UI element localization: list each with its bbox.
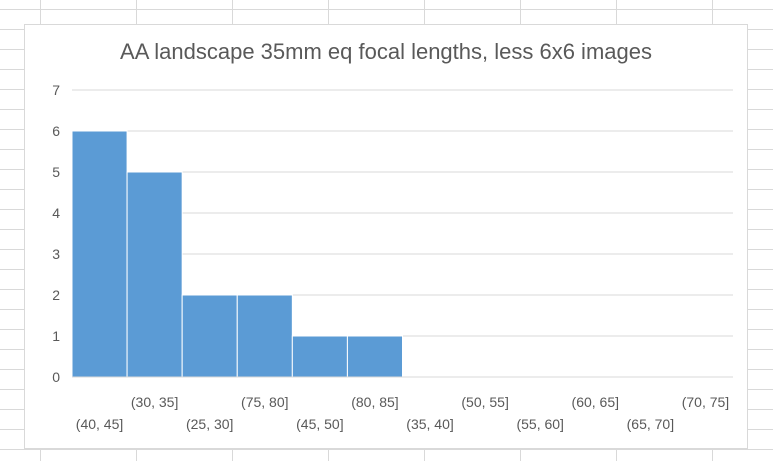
x-tick-label: (45, 50]: [296, 416, 343, 432]
x-tick-label: (70, 75]: [682, 394, 729, 410]
y-tick-label: 4: [52, 205, 60, 221]
chart-title: AA landscape 35mm eq focal lengths, less…: [120, 39, 652, 64]
x-tick-label: (25, 30]: [186, 416, 233, 432]
y-tick-label: 7: [52, 82, 60, 98]
x-tick-label: (50, 55]: [461, 394, 508, 410]
chart-area[interactable]: AA landscape 35mm eq focal lengths, less…: [24, 24, 748, 449]
y-tick-label: 6: [52, 123, 60, 139]
x-tick-label: (35, 40]: [406, 416, 453, 432]
bar[interactable]: [236, 294, 293, 378]
y-axis: 0 1 2 3 4 5 6 7: [52, 82, 60, 385]
x-tick-label: (75, 80]: [241, 394, 288, 410]
x-tick-label: (40, 45]: [76, 416, 123, 432]
bars: [71, 130, 403, 378]
x-tick-label: (30, 35]: [131, 394, 178, 410]
y-tick-label: 2: [52, 287, 60, 303]
y-tick-label: 5: [52, 164, 60, 180]
y-tick-label: 1: [52, 328, 60, 344]
x-tick-label: (60, 65]: [572, 394, 619, 410]
bar[interactable]: [181, 294, 238, 378]
x-tick-label: (80, 85]: [351, 394, 398, 410]
plot-area: 0 1 2 3 4 5 6 7 (40, 45] (30, 35] (25, 30] (75, 80…: [52, 82, 733, 432]
x-axis: (40, 45] (30, 35] (25, 30] (75, 80] (45, 50]…: [72, 376, 733, 432]
x-tick-label: (65, 70]: [627, 416, 674, 432]
x-tick-label: (55, 60]: [516, 416, 563, 432]
bar[interactable]: [346, 335, 403, 378]
bar[interactable]: [126, 171, 183, 378]
y-tick-label: 3: [52, 246, 60, 262]
bar[interactable]: [71, 130, 128, 378]
bar[interactable]: [291, 335, 348, 378]
y-tick-label: 0: [52, 369, 60, 385]
